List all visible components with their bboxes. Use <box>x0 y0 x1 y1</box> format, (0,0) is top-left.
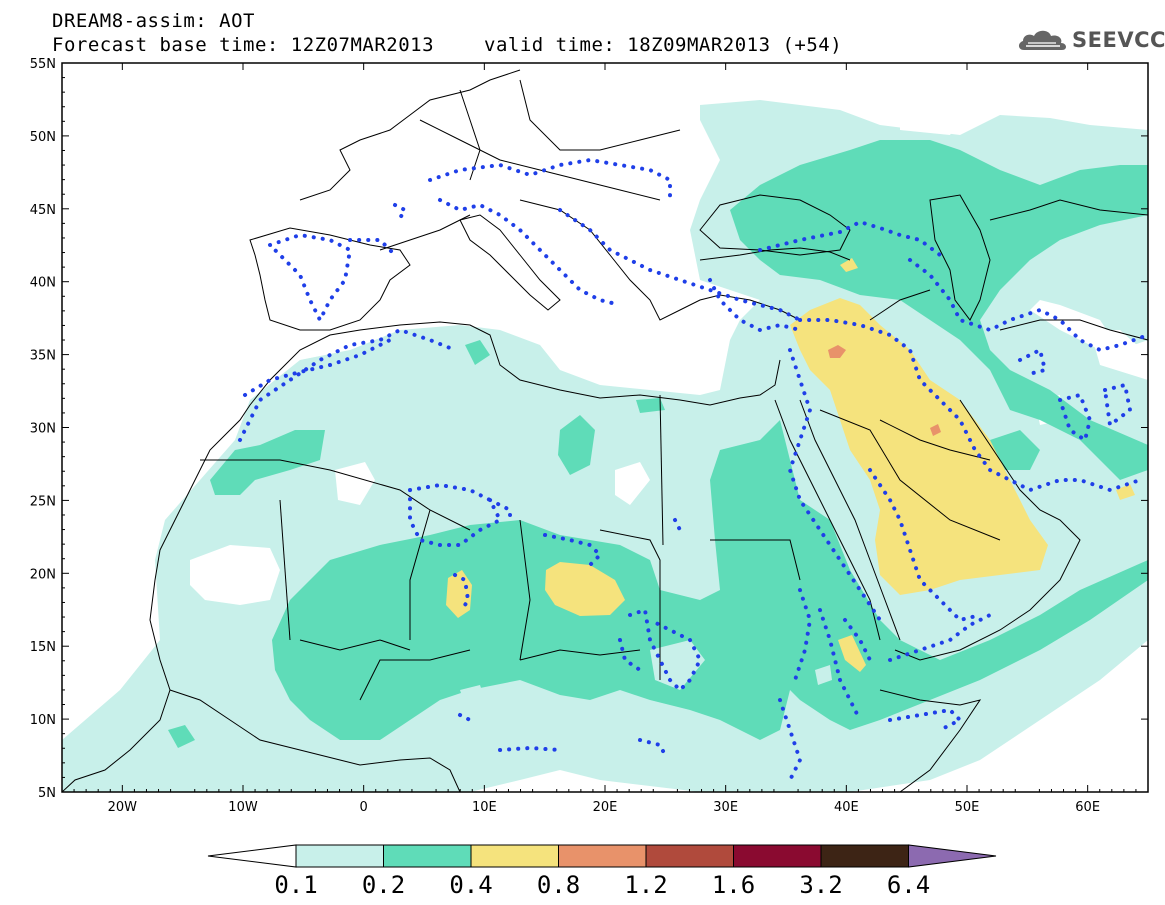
lat-tick-label: 15N <box>30 640 56 655</box>
lon-tick-label: 50E <box>955 800 980 815</box>
forecast-base-time: Forecast base time: 12Z07MAR2013 <box>52 34 435 56</box>
colorbar-under-triangle <box>207 844 297 868</box>
lon-tick-label: 10E <box>472 800 497 815</box>
colorbar-segment <box>383 844 472 868</box>
seevccc-logo: SEEVCCC <box>1016 26 1165 56</box>
colorbar-segment <box>295 844 384 868</box>
logo-text: SEEVCCC <box>1072 28 1165 52</box>
coastlines <box>62 69 1148 792</box>
lon-tick-label: 20E <box>593 800 618 815</box>
lon-tick-label: 10W <box>228 800 258 815</box>
lat-tick-label: 20N <box>30 567 56 582</box>
lon-tick-label: 30E <box>713 800 738 815</box>
colorbar-over-triangle <box>908 844 997 868</box>
lat-tick-label: 50N <box>30 130 56 145</box>
lon-tick-label: 60E <box>1075 800 1100 815</box>
colorbar-label: 0.1 <box>274 871 317 899</box>
aot-holes-0.1 <box>460 450 850 705</box>
longitude-axis: 20W 10W 0 10E 20E 30E 40E 50E 60E <box>73 63 1137 815</box>
colorbar-label: 1.2 <box>624 871 667 899</box>
colorbar-label: 0.2 <box>362 871 405 899</box>
lat-tick-label: 30N <box>30 422 56 437</box>
lat-tick-label: 55N <box>30 57 56 72</box>
colorbar-segment <box>558 844 647 868</box>
colorbar-label: 0.4 <box>449 871 492 899</box>
colorbar-label: 3.2 <box>799 871 842 899</box>
lat-tick-label: 5N <box>38 786 56 801</box>
cloud-icon <box>1018 30 1067 50</box>
colorbar: 0.1 0.2 0.4 0.8 1.2 1.6 3.2 6.4 <box>207 844 997 899</box>
colorbar-segment <box>470 844 559 868</box>
lon-tick-label: 40E <box>834 800 859 815</box>
lat-tick-label: 45N <box>30 203 56 218</box>
lat-tick-label: 40N <box>30 276 56 291</box>
aot-field <box>62 100 1148 792</box>
colorbar-label: 6.4 <box>887 871 930 899</box>
aot-level-0.8 <box>828 345 941 436</box>
colorbar-label: 0.8 <box>537 871 580 899</box>
lat-tick-label: 35N <box>30 349 56 364</box>
latitude-axis: 55N 50N 45N 40N 35N 30N 25N 20N 15N 10N 5N <box>30 57 1148 801</box>
lon-tick-label: 20W <box>108 800 138 815</box>
lon-tick-label: 0 <box>360 800 368 815</box>
colorbar-label: 1.6 <box>712 871 755 899</box>
colorbar-segment <box>733 844 822 868</box>
valid-time: valid time: 18Z09MAR2013 (+54) <box>484 34 843 56</box>
map-title: DREAM8-assim: AOT <box>52 10 255 32</box>
aot-level-0.4 <box>446 258 1135 672</box>
lat-tick-label: 25N <box>30 494 56 509</box>
lat-tick-label: 10N <box>30 713 56 728</box>
dotted-contours <box>238 157 1148 782</box>
colorbar-segment <box>820 844 909 868</box>
colorbar-segment <box>645 844 734 868</box>
